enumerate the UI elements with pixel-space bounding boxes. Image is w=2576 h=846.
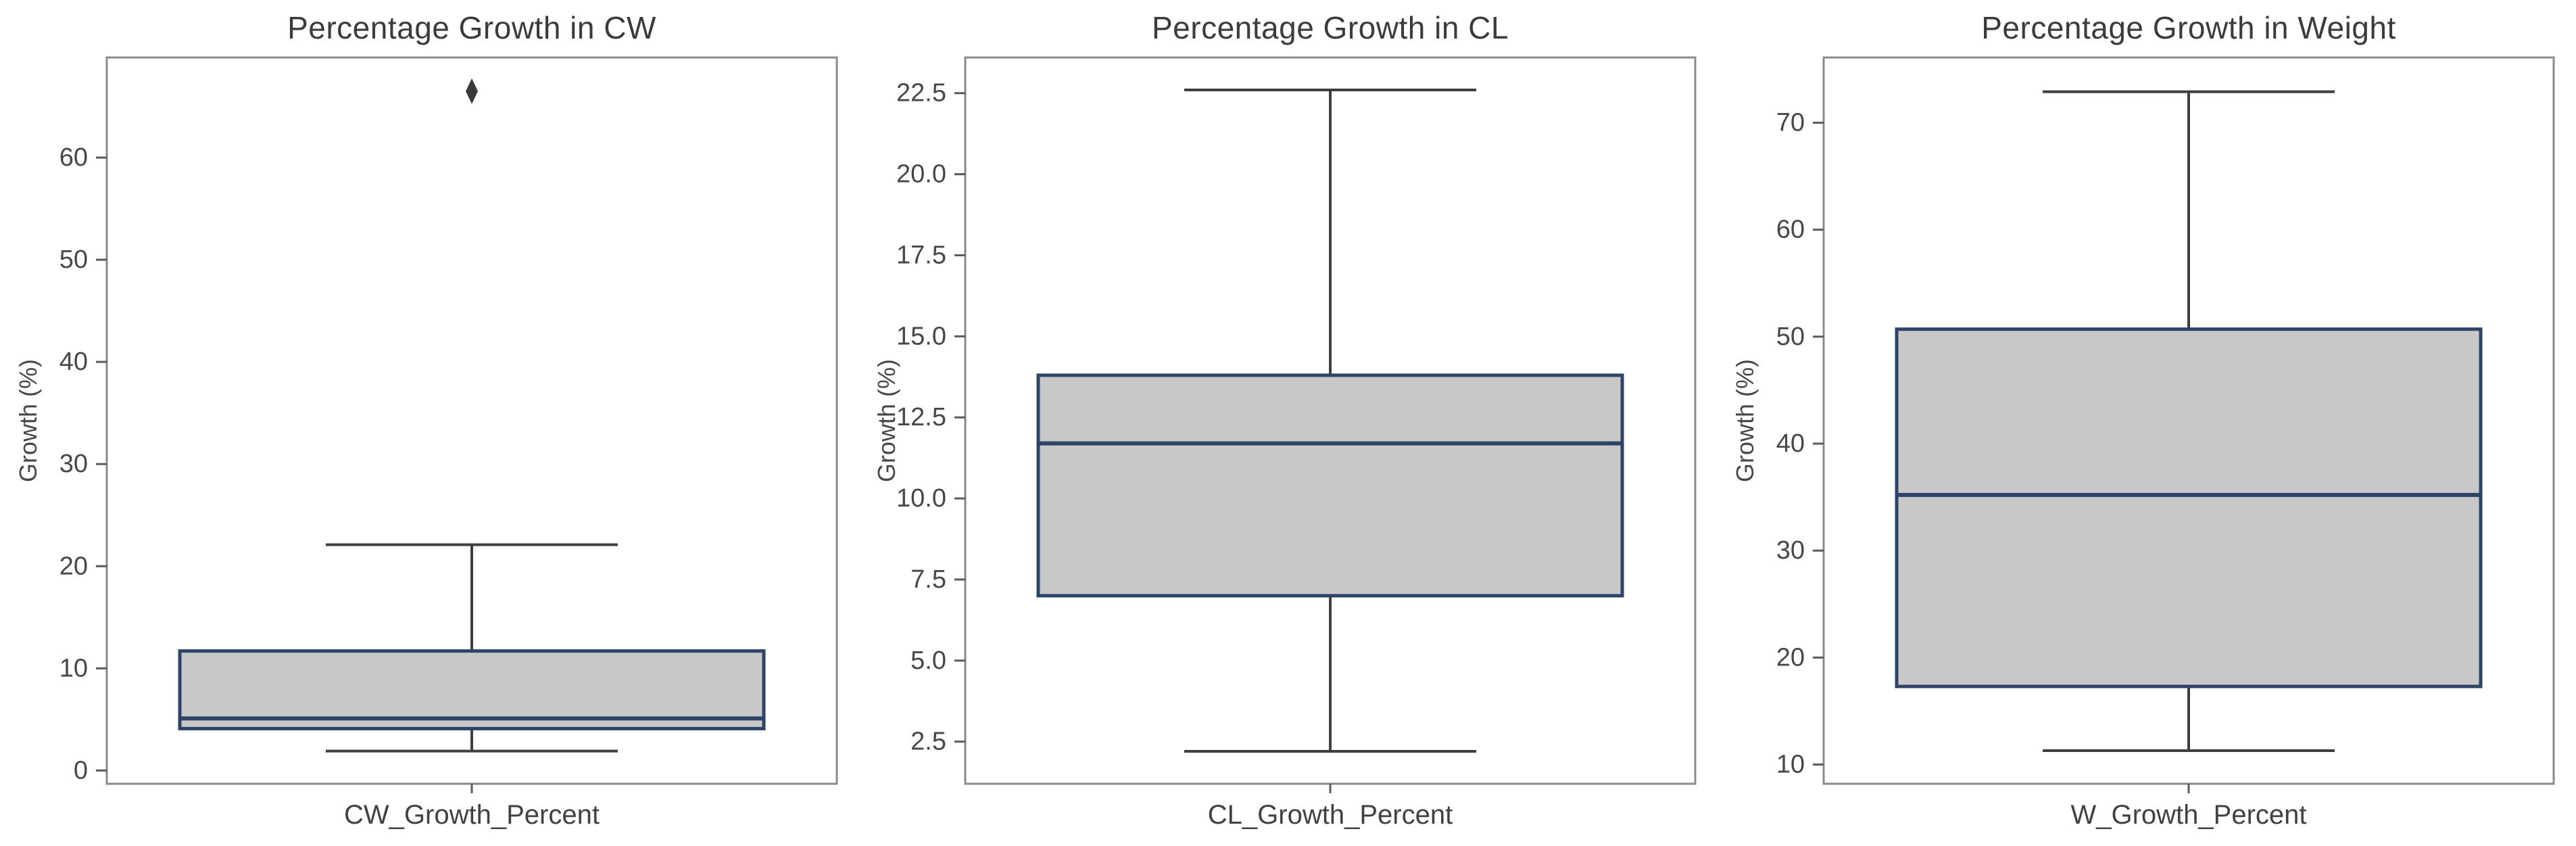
boxplot-canvas-weight: 10 20 30 40 50 60 70: [1776, 56, 2555, 793]
y-tick-label: 10.0: [896, 484, 946, 513]
y-tick-label: 20: [1776, 643, 1805, 672]
iqr-box: [1895, 327, 2483, 688]
y-tick-label: 10: [1776, 751, 1805, 779]
y-tick-label: 12.5: [896, 403, 946, 431]
chart-title: Percentage Growth in Weight: [1981, 10, 2396, 45]
y-tick-label: 50: [59, 245, 88, 274]
y-axis-label: Growth (%): [873, 358, 900, 483]
chart-title: Percentage Growth in CW: [287, 10, 656, 45]
y-tick-label: 0: [74, 756, 88, 784]
y-tick-label: 50: [1776, 323, 1805, 351]
y-tick-label: 70: [1776, 108, 1805, 137]
outlier-marker: [466, 78, 478, 104]
x-tick-label: CL_Growth_Percent: [1207, 800, 1453, 830]
iqr-box: [1036, 373, 1624, 598]
y-tick-label: 2.5: [910, 728, 946, 756]
y-tick-label: 20.0: [896, 160, 946, 189]
y-tick-label: 15.0: [896, 322, 946, 350]
y-tick-label: 22.5: [896, 79, 946, 108]
chart-title: Percentage Growth in CL: [1152, 10, 1509, 45]
boxplot-canvas-cw: 0 10 20 30 40 50 60: [59, 56, 838, 793]
y-tick-label: 7.5: [910, 565, 946, 594]
y-axis-label: Growth (%): [14, 358, 42, 483]
boxplot-canvas-cl: 2.5 5.0 7.5 10.0 12.5 15.0 17.5 20.0 22.5: [896, 56, 1697, 793]
boxplot-panel-cw: 0 10 20 30 40 50 60 Percentage Growth in CW Gr…: [0, 0, 858, 846]
y-tick-label: 40: [1776, 429, 1805, 458]
boxplot-panel-weight: 10 20 30 40 50 60 70 Percentage Growth in Weig…: [1717, 0, 2576, 846]
y-tick-label: 30: [59, 450, 88, 478]
y-tick-label: 5.0: [910, 647, 946, 675]
y-axis-label: Growth (%): [1731, 358, 1759, 483]
y-tick-label: 60: [59, 143, 88, 172]
y-tick-label: 40: [59, 348, 88, 376]
x-tick-label: CW_Growth_Percent: [344, 800, 600, 830]
boxplot-panel-cl: 2.5 5.0 7.5 10.0 12.5 15.0 17.5 20.0 22.5 Percen…: [858, 0, 1717, 846]
y-tick-label: 17.5: [896, 241, 946, 269]
y-tick-label: 20: [59, 552, 88, 580]
y-tick-label: 60: [1776, 216, 1805, 244]
y-tick-label: 10: [59, 654, 88, 682]
iqr-box: [178, 649, 766, 730]
y-tick-label: 30: [1776, 536, 1805, 565]
x-tick-label: W_Growth_Percent: [2070, 800, 2307, 830]
